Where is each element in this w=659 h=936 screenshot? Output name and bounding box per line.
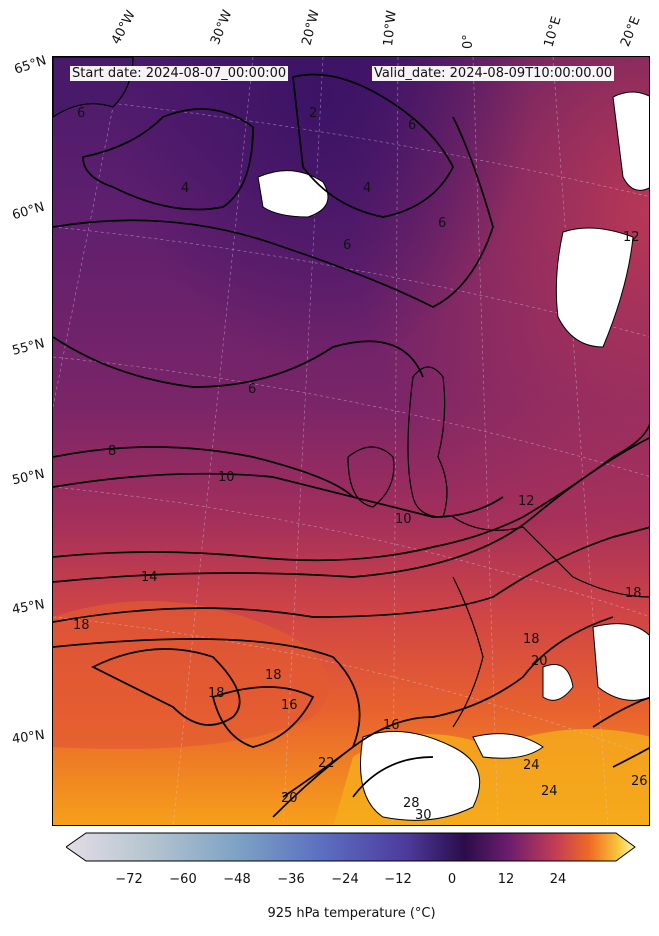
colorbar (66, 832, 636, 862)
latitude-label: 40°N (11, 727, 46, 748)
colorbar-tick: −24 (331, 872, 359, 887)
colorbar-tick: 24 (549, 872, 567, 887)
contour-label: 6 (438, 216, 446, 231)
longitude-label: 30°W (208, 8, 236, 47)
colorbar-tick: −60 (169, 872, 197, 887)
contour-label: 16 (383, 718, 400, 733)
colorbar-tick: 12 (497, 872, 515, 887)
contour-label: 20 (281, 791, 298, 806)
contour-label: 18 (208, 686, 225, 701)
latitude-label: 65°N (12, 53, 49, 78)
contour-label: 6 (248, 382, 256, 397)
contour-label: 16 (281, 698, 298, 713)
colorbar-tick: −36 (277, 872, 305, 887)
colorbar-tick: −48 (223, 872, 251, 887)
contour-label: 30 (415, 808, 432, 823)
contour-label: 18 (265, 668, 282, 683)
contour-label: 6 (343, 238, 351, 253)
contour-label: 18 (73, 618, 90, 633)
contour-label: 10 (395, 512, 412, 527)
contour-label: 24 (541, 784, 558, 799)
temperature-map: 2 4 4 6 6 6 6 6 8 10 10 12 12 14 16 16 1… (52, 56, 650, 826)
contour-label: 2 (309, 106, 317, 121)
longitude-label: 10°E (541, 14, 565, 49)
contour-label: 4 (363, 181, 371, 196)
contour-label: 4 (181, 181, 189, 196)
longitude-label: 20°E (618, 14, 644, 49)
contour-label: 18 (523, 632, 540, 647)
contour-label: 6 (77, 106, 85, 121)
contour-label: 24 (523, 758, 540, 773)
longitude-label: 20°W (299, 8, 323, 47)
latitude-label: 55°N (10, 336, 47, 359)
contour-label: 6 (408, 118, 416, 133)
longitude-label: 0° (461, 34, 476, 49)
colorbar-tick: 0 (447, 872, 457, 887)
contour-label: 14 (141, 570, 158, 585)
contour-label: 12 (623, 230, 640, 245)
contour-label: 18 (625, 586, 642, 601)
contour-label: 20 (531, 654, 548, 669)
contour-label: 28 (403, 796, 420, 811)
contour-label: 10 (218, 470, 235, 485)
colorbar-tick: −72 (115, 872, 143, 887)
contour-label: 8 (108, 444, 116, 459)
contour-label: 12 (518, 494, 535, 509)
start-date-label: Start date: 2024-08-07_00:00:00 (70, 66, 289, 81)
longitude-label: 10°W (381, 9, 400, 48)
map-canvas: 2 4 4 6 6 6 6 6 8 10 10 12 12 14 16 16 1… (53, 57, 649, 825)
contour-label: 26 (631, 774, 648, 789)
latitude-label: 60°N (10, 199, 47, 224)
valid-date-label: Valid_date: 2024-08-09T10:00:00.00 (372, 66, 615, 81)
colorbar-tick: −12 (384, 872, 412, 887)
colorbar-label: 925 hPa temperature (°C) (267, 906, 436, 921)
latitude-label: 50°N (10, 466, 46, 489)
latitude-label: 45°N (10, 597, 46, 618)
longitude-label: 40°W (108, 8, 139, 47)
contour-label: 22 (318, 756, 335, 771)
